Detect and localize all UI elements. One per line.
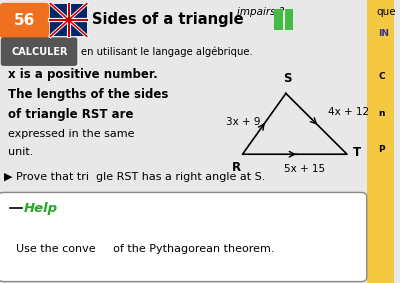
FancyBboxPatch shape [285, 9, 293, 30]
Text: Sides of a triangle: Sides of a triangle [92, 12, 244, 27]
FancyBboxPatch shape [0, 192, 367, 282]
Text: Use the conve     of the Pythagorean theorem.: Use the conve of the Pythagorean theorem… [16, 244, 274, 254]
Text: 4x + 12: 4x + 12 [328, 107, 370, 117]
FancyBboxPatch shape [0, 3, 49, 38]
Text: impairs ?: impairs ? [236, 7, 284, 17]
Text: of triangle RST are: of triangle RST are [8, 108, 133, 121]
Text: x is a positive number.: x is a positive number. [8, 68, 158, 82]
FancyBboxPatch shape [1, 37, 77, 66]
Text: que: que [376, 7, 396, 17]
Text: en utilisant le langage algébrique.: en utilisant le langage algébrique. [81, 46, 252, 57]
Text: n: n [378, 109, 385, 118]
Text: IN: IN [378, 29, 390, 38]
Text: P: P [378, 145, 385, 155]
Text: S: S [284, 72, 292, 85]
Text: The lengths of the sides: The lengths of the sides [8, 88, 168, 101]
FancyBboxPatch shape [50, 4, 87, 36]
Text: ▶ Prove that tri  gle RST has a right angle at S.: ▶ Prove that tri gle RST has a right ang… [4, 172, 265, 182]
Text: CALCULER: CALCULER [11, 46, 68, 57]
Text: T: T [353, 146, 361, 159]
Text: unit.: unit. [8, 147, 33, 157]
Text: 3x + 9: 3x + 9 [226, 117, 260, 127]
Text: 56: 56 [14, 13, 35, 28]
FancyBboxPatch shape [274, 9, 283, 30]
Text: expressed in the same: expressed in the same [8, 129, 134, 140]
Text: Help: Help [24, 201, 58, 215]
FancyBboxPatch shape [367, 0, 394, 283]
Text: R: R [232, 161, 241, 174]
Text: C: C [378, 72, 385, 81]
Text: 5x + 15: 5x + 15 [284, 164, 325, 174]
